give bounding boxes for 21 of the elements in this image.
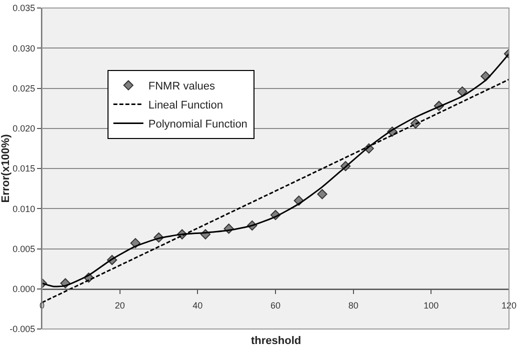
legend-label: Lineal Function — [148, 100, 223, 112]
y-tick-label: 0.035 — [12, 3, 36, 14]
x-tick-label: 60 — [270, 300, 281, 311]
y-tick-label: 0.020 — [12, 124, 36, 134]
x-tick-label: 40 — [192, 300, 203, 311]
point — [457, 86, 468, 97]
y-tick-label: 0.000 — [12, 284, 36, 294]
y-tick-label: 0.010 — [12, 204, 36, 214]
x-axis-title: threshold — [251, 335, 302, 347]
y-tick-label: 0.005 — [12, 244, 36, 254]
y-tick-label: 0.030 — [12, 43, 36, 54]
y-axis-title: Error(x100%) — [0, 134, 12, 203]
y-tick-label: 0.025 — [12, 83, 36, 94]
y-tick-label: 0.015 — [12, 164, 36, 174]
y-tick-label: -0.005 — [10, 324, 36, 334]
legend-label: Polynomial Function — [148, 118, 248, 131]
legend-label: FNMR values — [148, 80, 216, 93]
x-tick-label: 100 — [424, 300, 439, 311]
x-tick-label: 80 — [348, 300, 358, 311]
point — [317, 189, 328, 200]
x-tick-label: 20 — [114, 300, 125, 311]
